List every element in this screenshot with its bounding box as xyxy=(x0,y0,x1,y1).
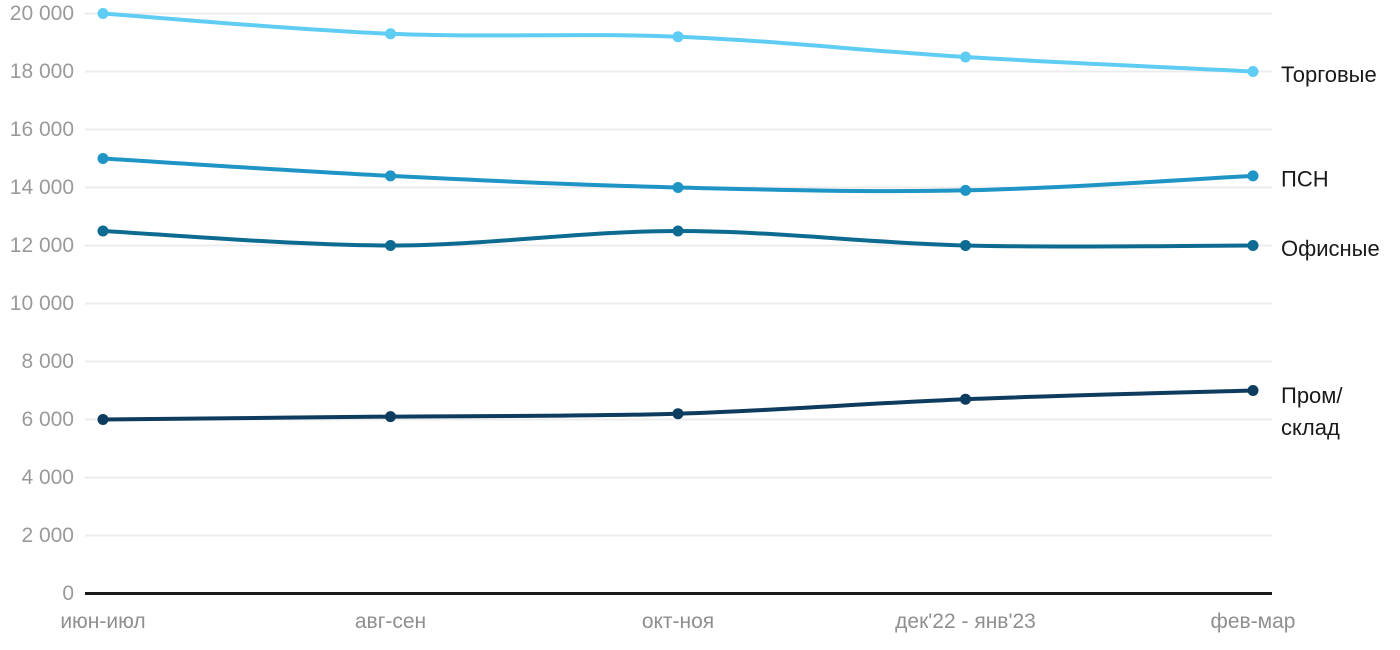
data-point xyxy=(1247,240,1259,251)
y-tick-label: 2 000 xyxy=(21,524,74,547)
series-label: Торговые xyxy=(1281,62,1377,87)
x-tick-label: фев-мар xyxy=(1211,610,1296,633)
y-tick-label: 0 xyxy=(62,582,74,605)
y-tick-label: 12 000 xyxy=(10,234,74,257)
data-point xyxy=(97,8,109,19)
x-tick-label: июн-июл xyxy=(60,610,145,633)
data-point xyxy=(1247,385,1259,396)
data-point xyxy=(960,51,971,63)
data-point xyxy=(385,28,396,40)
data-point xyxy=(385,240,396,251)
x-tick-label: окт-ноя xyxy=(642,610,714,633)
data-point xyxy=(672,225,684,237)
y-tick-label: 10 000 xyxy=(10,292,74,315)
data-point xyxy=(1247,66,1259,77)
data-point xyxy=(1247,170,1259,182)
data-point xyxy=(672,31,684,43)
y-tick-label: 6 000 xyxy=(21,408,74,431)
y-tick-label: 16 000 xyxy=(10,118,74,141)
data-point xyxy=(960,393,971,405)
series-label: склад xyxy=(1281,415,1340,440)
x-tick-label: авг-сен xyxy=(355,610,426,633)
y-tick-label: 4 000 xyxy=(21,466,74,489)
data-point xyxy=(97,225,109,237)
data-point xyxy=(672,182,684,193)
y-tick-label: 14 000 xyxy=(10,176,74,199)
x-tick-label: дек'22 - янв'23 xyxy=(895,610,1036,633)
series-label: ПСН xyxy=(1281,166,1329,191)
data-point xyxy=(960,240,971,251)
series-label: Офисные xyxy=(1281,236,1380,261)
data-point xyxy=(960,184,971,196)
data-point xyxy=(672,408,684,420)
y-tick-label: 20 000 xyxy=(10,2,74,25)
y-tick-label: 8 000 xyxy=(21,350,74,373)
series-label: Пром/ xyxy=(1281,383,1343,408)
data-point xyxy=(385,411,396,423)
data-point xyxy=(97,414,109,425)
data-point xyxy=(385,170,396,182)
series-line-0 xyxy=(101,11,1255,74)
data-point xyxy=(97,153,109,164)
y-tick-label: 18 000 xyxy=(10,60,74,83)
